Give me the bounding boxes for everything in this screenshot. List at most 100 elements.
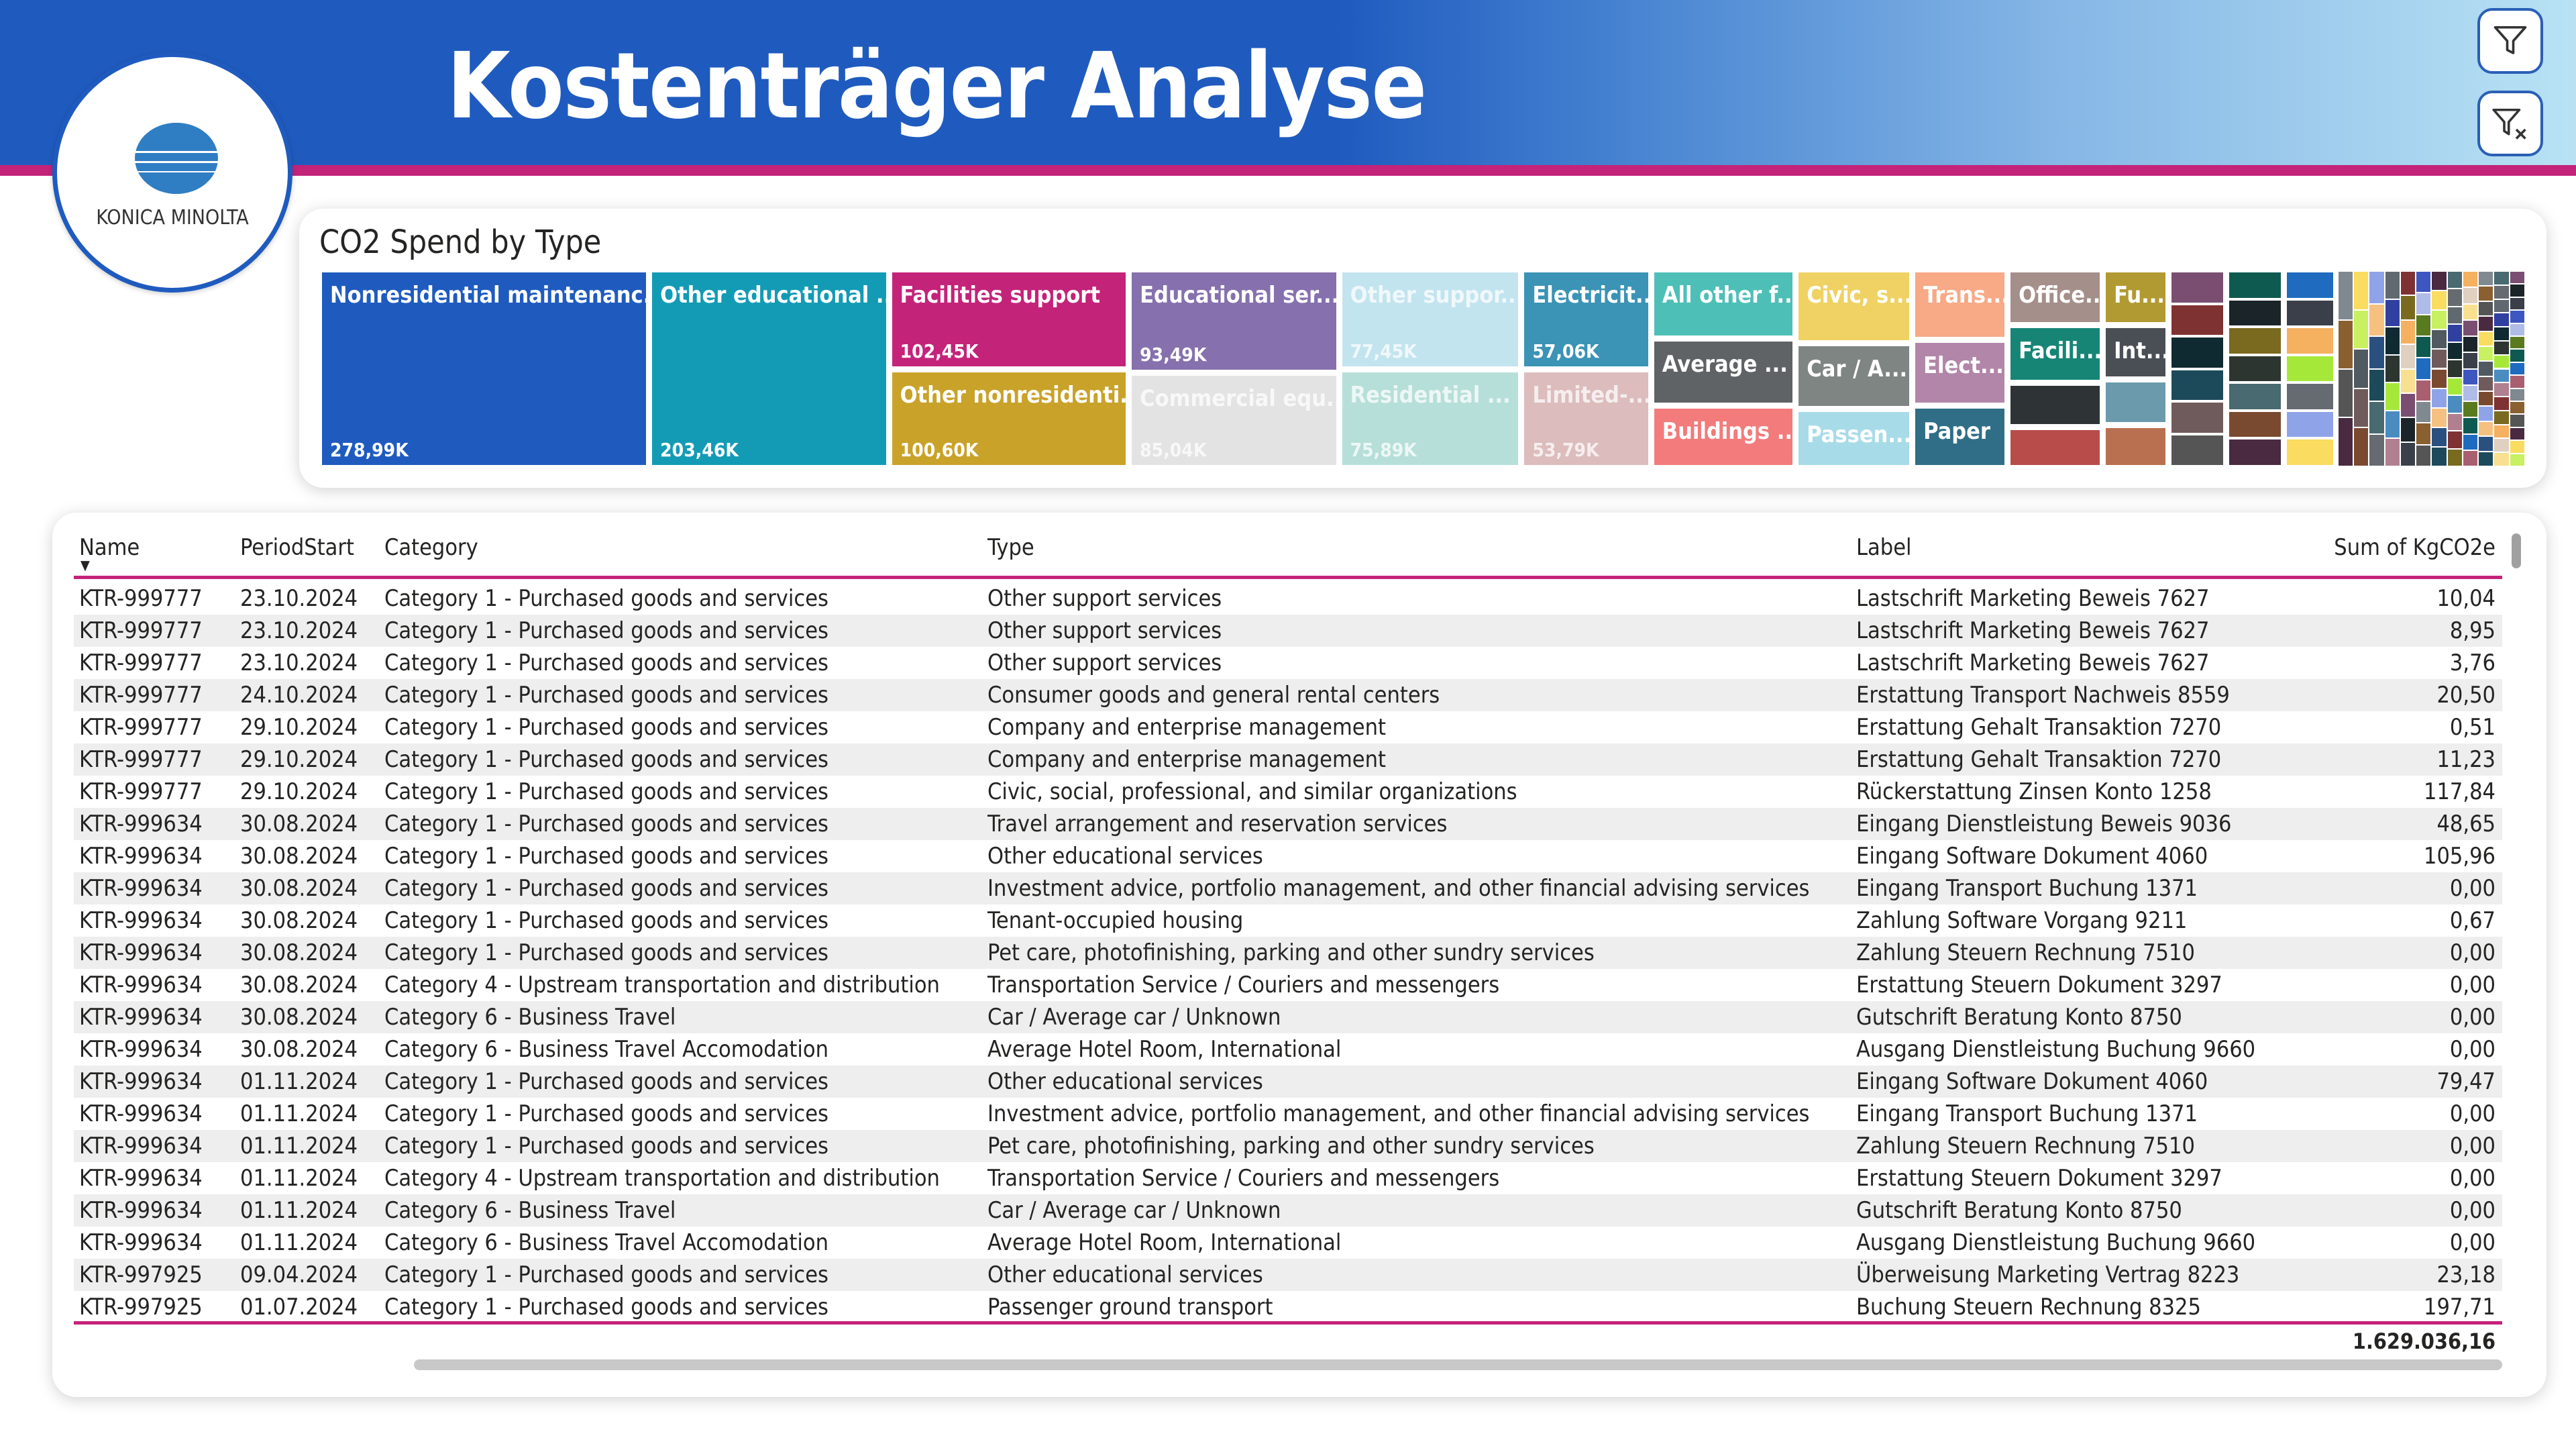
treemap-tile[interactable]: Educational ser... 93,49K [1130, 271, 1338, 372]
treemap-tile[interactable]: Facilities support 102,45K [890, 271, 1128, 368]
treemap-tile-small[interactable] [2369, 368, 2385, 401]
treemap-tile-small[interactable] [2478, 331, 2494, 346]
treemap-tile-small[interactable] [2478, 346, 2494, 362]
treemap-tile[interactable]: Car / A... [1797, 345, 1911, 407]
treemap-tile[interactable]: Nonresidential maintenanc... 278,99K [321, 271, 648, 466]
treemap-tile-small[interactable] [2431, 310, 2447, 330]
table-row[interactable]: KTR-999634 01.11.2024 Category 4 - Upstrea… [74, 1162, 2502, 1194]
treemap-tile-small[interactable] [2416, 271, 2432, 293]
treemap-tile-small[interactable] [2509, 362, 2525, 376]
treemap-tile-small[interactable] [2493, 285, 2510, 299]
treemap-tile-small[interactable] [2509, 336, 2525, 350]
treemap-tile-small[interactable] [2227, 354, 2282, 383]
treemap-tile-small[interactable] [2447, 395, 2463, 413]
treemap-tile-small[interactable] [2227, 327, 2282, 355]
table-row[interactable]: KTR-999777 29.10.2024 Category 1 - Purchas… [74, 743, 2502, 776]
treemap-tile-small[interactable] [2478, 286, 2494, 301]
treemap-tile-small[interactable] [2400, 295, 2416, 320]
treemap-tile-small[interactable] [2337, 417, 2354, 466]
treemap-tile-small[interactable] [2170, 303, 2224, 336]
table-row[interactable]: KTR-999777 23.10.2024 Category 1 - Purchas… [74, 647, 2502, 679]
treemap-tile-small[interactable] [2462, 433, 2479, 450]
treemap-tile-small[interactable] [2431, 388, 2447, 408]
treemap-tile-small[interactable] [2285, 382, 2334, 411]
treemap-tile-small[interactable] [2493, 354, 2510, 369]
clear-filters-button[interactable] [2477, 91, 2543, 156]
treemap-tile[interactable]: Limited-... 53,79K [1523, 371, 1650, 466]
table-row[interactable]: KTR-999634 01.11.2024 Category 1 - Purchas… [74, 1066, 2502, 1098]
treemap-tile-small[interactable] [2384, 410, 2400, 439]
treemap-tile[interactable]: Trans... [1914, 271, 2006, 339]
treemap-tile-small[interactable] [2285, 299, 2334, 327]
table-row[interactable]: KTR-999634 30.08.2024 Category 1 - Purchas… [74, 808, 2502, 840]
treemap-tile-small[interactable] [2493, 368, 2510, 383]
treemap-tile-small[interactable] [2509, 271, 2525, 285]
table-row[interactable]: KTR-997925 09.04.2024 Category 1 - Purchas… [74, 1259, 2502, 1291]
treemap-tile-small[interactable] [2285, 271, 2334, 299]
treemap-tile-small[interactable] [2493, 382, 2510, 397]
table-row[interactable]: KTR-999777 23.10.2024 Category 1 - Purchas… [74, 582, 2502, 615]
treemap-tile[interactable]: Buildings ... [1652, 407, 1794, 466]
horizontal-scrollbar[interactable] [414, 1359, 2502, 1370]
treemap-tile[interactable]: Fu... [2104, 271, 2167, 324]
treemap-tile-small[interactable] [2478, 376, 2494, 392]
treemap-tile-small[interactable] [2447, 342, 2463, 360]
treemap-tile-small[interactable] [2285, 438, 2334, 466]
table-row[interactable]: KTR-999777 29.10.2024 Category 1 - Purchas… [74, 711, 2502, 743]
treemap-tile-small[interactable] [2369, 303, 2385, 336]
treemap-tile[interactable] [2104, 427, 2167, 466]
treemap-tile-small[interactable] [2478, 271, 2494, 287]
treemap-tile[interactable]: Elect... [1914, 342, 2006, 405]
table-row[interactable]: KTR-999634 30.08.2024 Category 6 - Busines… [74, 1001, 2502, 1033]
treemap-tile-small[interactable] [2509, 297, 2525, 311]
treemap-tile-small[interactable] [2227, 382, 2282, 411]
treemap-tile-small[interactable] [2431, 329, 2447, 350]
column-header-type[interactable]: Type [987, 534, 1034, 561]
table-row[interactable]: KTR-999777 24.10.2024 Category 1 - Purchas… [74, 679, 2502, 711]
treemap-tile-small[interactable] [2478, 451, 2494, 466]
treemap-tile-small[interactable] [2170, 336, 2224, 369]
treemap-tile-small[interactable] [2353, 388, 2369, 427]
treemap-tile-small[interactable] [2416, 401, 2432, 423]
treemap-tile-small[interactable] [2462, 384, 2479, 401]
treemap-tile-small[interactable] [2416, 293, 2432, 315]
treemap-tile-small[interactable] [2462, 352, 2479, 369]
treemap-tile-small[interactable] [2400, 319, 2416, 345]
treemap-tile-small[interactable] [2447, 324, 2463, 342]
treemap-tile-small[interactable] [2493, 299, 2510, 313]
treemap-tile-small[interactable] [2170, 433, 2224, 466]
treemap-tile-small[interactable] [2509, 440, 2525, 454]
table-row[interactable]: KTR-999634 01.11.2024 Category 6 - Busines… [74, 1227, 2502, 1259]
treemap-tile-small[interactable] [2478, 361, 2494, 376]
treemap-tile-small[interactable] [2431, 407, 2447, 427]
treemap-tile[interactable]: Int... [2104, 327, 2167, 378]
treemap-tile[interactable]: Facili... [2009, 327, 2102, 381]
treemap-tile-small[interactable] [2369, 401, 2385, 434]
treemap-tile-small[interactable] [2400, 393, 2416, 418]
treemap-tile-small[interactable] [2400, 271, 2416, 296]
treemap-tile-small[interactable] [2400, 417, 2416, 442]
treemap-tile-small[interactable] [2285, 354, 2334, 383]
treemap-tile-small[interactable] [2416, 336, 2432, 358]
treemap-tile-small[interactable] [2384, 382, 2400, 411]
treemap-tile-small[interactable] [2509, 401, 2525, 415]
treemap-tile-small[interactable] [2462, 319, 2479, 336]
treemap-tile-small[interactable] [2493, 340, 2510, 355]
treemap-tile-small[interactable] [2493, 327, 2510, 341]
treemap-tile-small[interactable] [2447, 271, 2463, 289]
treemap-tile-small[interactable] [2400, 368, 2416, 393]
treemap-tile-small[interactable] [2431, 349, 2447, 369]
treemap-tile-small[interactable] [2353, 271, 2369, 311]
filter-button[interactable] [2477, 8, 2543, 74]
treemap-tile-small[interactable] [2431, 446, 2447, 466]
treemap-tile-small[interactable] [2353, 310, 2369, 350]
treemap-tile-small[interactable] [2509, 453, 2525, 466]
treemap-tile-small[interactable] [2416, 444, 2432, 466]
treemap-tile-small[interactable] [2462, 336, 2479, 353]
column-header-periodstart[interactable]: PeriodStart [240, 534, 354, 561]
treemap-tile[interactable]: Electricit... 57,06K [1523, 271, 1650, 368]
treemap-tile-small[interactable] [2337, 271, 2354, 320]
treemap-tile-small[interactable] [2384, 438, 2400, 466]
treemap-tile[interactable] [2009, 384, 2102, 425]
treemap-tile-small[interactable] [2353, 349, 2369, 389]
